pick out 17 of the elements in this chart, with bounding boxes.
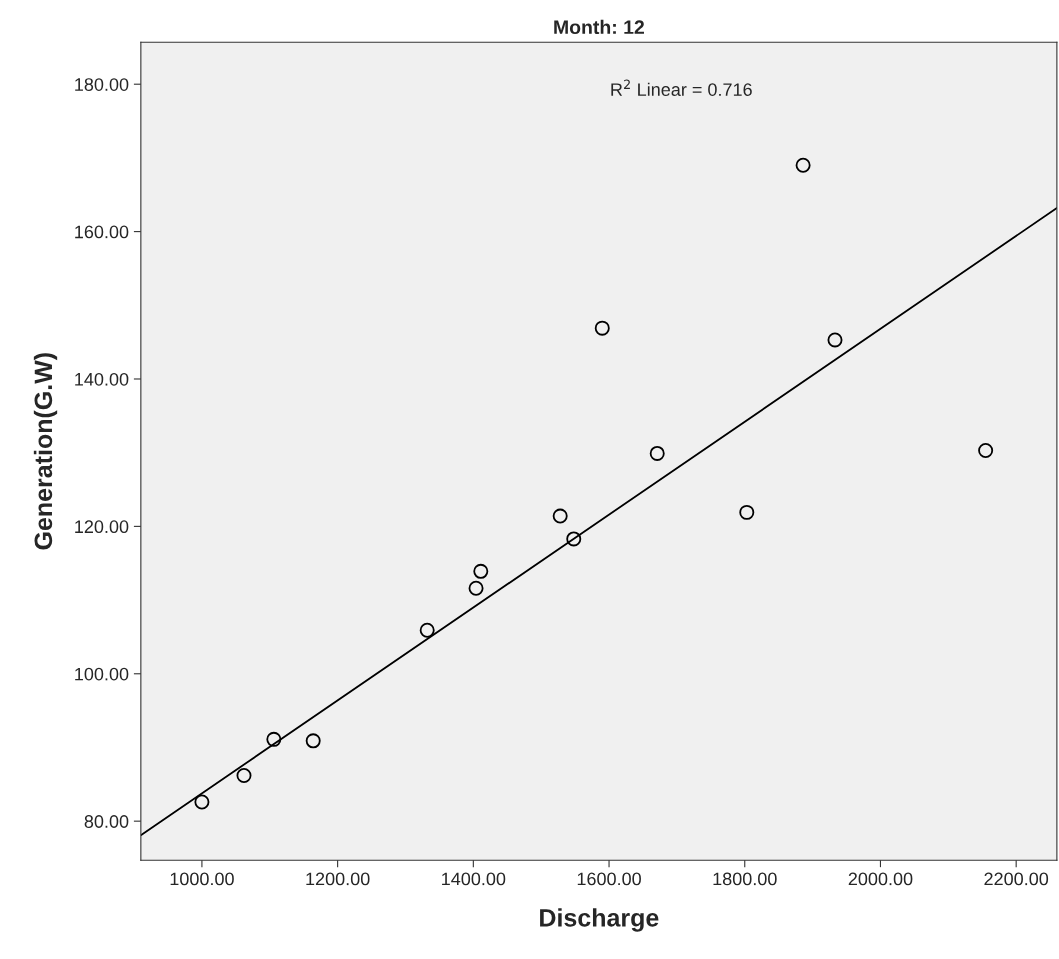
y-tick-label: 100.00 [75, 667, 129, 681]
y-tick-label: 140.00 [75, 372, 129, 386]
x-tick-label: 1800.00 [713, 872, 777, 886]
x-tick-label: 2200.00 [984, 872, 1049, 886]
x-tick-label: 1200.00 [306, 872, 370, 886]
x-axis-title: Discharge [540, 908, 659, 932]
annotation: R$^{2}$ Linear = 0.716 [611, 79, 752, 96]
y-axis-title: Generation(G.W) [33, 353, 58, 550]
x-tick-label: 1400.00 [442, 872, 506, 886]
y-tick-label: 120.00 [75, 520, 129, 534]
x-tick-label: 1600.00 [577, 872, 641, 886]
y-tick-label: 80.00 [84, 815, 129, 828]
x-tick-label: 2000.00 [848, 872, 913, 886]
x-tick-label: 1000.00 [170, 872, 234, 886]
y-tick-label: 180.00 [75, 78, 129, 91]
y-tick-label: 160.00 [75, 225, 129, 239]
chart-title: Month: 12 [554, 19, 644, 35]
